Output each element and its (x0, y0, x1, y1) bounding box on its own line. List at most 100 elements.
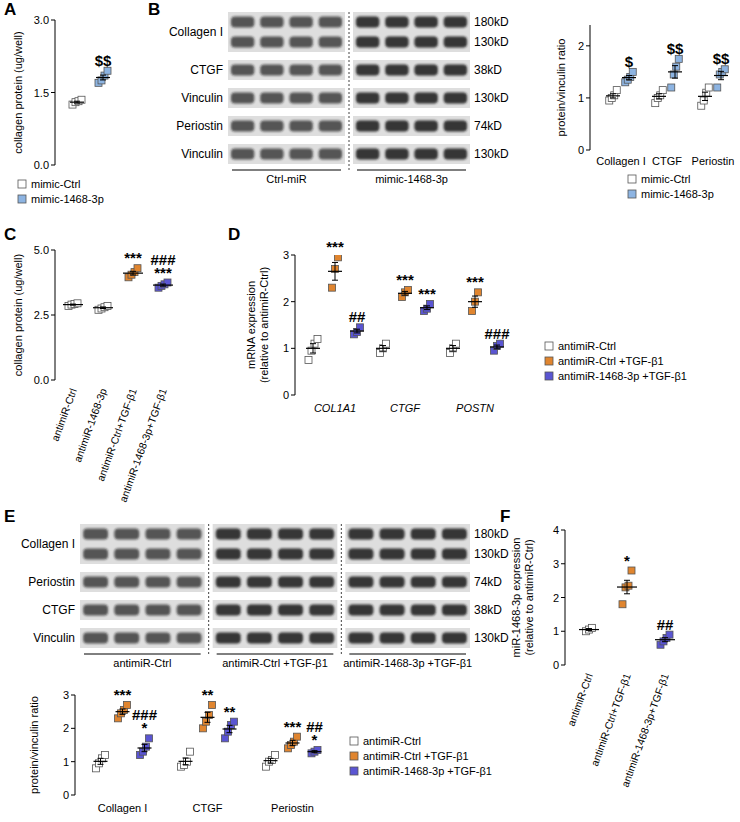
error-bar-cap (332, 262, 338, 263)
band (83, 605, 108, 616)
blot-strip (353, 144, 470, 164)
blot-strip (345, 524, 470, 564)
x-tick-label: antimiR-1468-3p+TGF-β1 (619, 671, 671, 788)
data-point (314, 336, 321, 343)
band (442, 549, 467, 560)
band (356, 121, 379, 132)
x-tick-label: Collagen I (98, 802, 148, 814)
error-bar-stem (613, 94, 614, 98)
legend-label: antimiR-Ctrl +TGF-β1 (558, 355, 664, 367)
data-point (187, 748, 194, 755)
error-bar-cap (100, 308, 106, 309)
band (231, 65, 254, 76)
y-tick (561, 597, 565, 598)
band (83, 529, 108, 540)
legend-swatch (545, 372, 553, 380)
error-bar-stem (427, 306, 428, 310)
y-tick-label: 2 (63, 722, 69, 734)
error-bar-cap (130, 274, 136, 275)
band (380, 577, 405, 588)
error-bar-cap (494, 345, 500, 346)
y-tick-label: 3 (283, 249, 289, 261)
error-bar-cap (100, 79, 106, 80)
chart: 0.01.53.0collagen protein (ug/well)$$mim… (12, 14, 112, 205)
y-tick (561, 563, 565, 564)
mean-line (63, 304, 83, 305)
band (444, 37, 467, 48)
y-tick (51, 315, 55, 316)
band (319, 149, 342, 160)
band (83, 577, 108, 588)
band (278, 549, 303, 560)
band (145, 549, 170, 560)
error-bar-cap (586, 628, 592, 629)
y-tick (561, 665, 565, 666)
group-label: antimiR-Ctrl (113, 657, 171, 669)
x-tick-label: antimiR-Ctrl (565, 672, 595, 728)
error-bar-stem (665, 638, 666, 642)
band (444, 93, 467, 104)
band (348, 549, 373, 560)
y-axis-label: protein/vinculin ratio (555, 39, 567, 137)
band (319, 121, 342, 132)
band (414, 37, 437, 48)
chart: 01234miR-1468-3p expression(relative to … (510, 524, 675, 789)
legend: mimic-Ctrlmimic-1468-3p (18, 178, 104, 205)
western-blot: 180kD130kDCollagen I38kDCTGF130kDVinculi… (169, 12, 509, 185)
y-axis-label: collagen protein (ug/well) (12, 31, 24, 153)
error-bar (70, 304, 76, 305)
error-bar (120, 709, 126, 714)
error-bar-cap (120, 709, 126, 710)
y-tick-label: 2 (283, 296, 289, 308)
y-tick-label: 0 (283, 389, 289, 401)
band (444, 149, 467, 160)
group-divider (341, 524, 342, 654)
band (289, 17, 312, 28)
error-bar-cap (610, 97, 616, 98)
error-bar (227, 725, 233, 732)
error-bar-cap (183, 764, 189, 765)
y-tick-label: 1 (63, 756, 69, 768)
y-tick (71, 761, 75, 762)
blot-strip (345, 600, 470, 620)
data-point (335, 255, 342, 261)
kd-label: 130kD (474, 91, 509, 105)
significance-label: *** (284, 718, 302, 735)
error-bar-cap (424, 309, 430, 310)
error-bar-cap (290, 740, 296, 741)
group-underline (349, 654, 466, 655)
legend-label: antimiR-Ctrl (558, 340, 616, 352)
data-point (305, 357, 312, 364)
error-bar-cap (402, 295, 408, 296)
band (83, 549, 108, 560)
mean-line (93, 307, 113, 308)
error-bar-cap (70, 305, 76, 306)
error-bar (450, 346, 456, 352)
legend-swatch (350, 752, 358, 760)
data-point (625, 582, 632, 589)
band (309, 633, 334, 644)
protein-label: Vinculin (181, 147, 223, 161)
band (356, 65, 379, 76)
kd-label: 38kD (474, 63, 502, 77)
significance-label: * (312, 731, 318, 748)
band (411, 605, 436, 616)
error-bar-cap (160, 286, 166, 287)
band (414, 149, 437, 160)
y-tick (71, 728, 75, 729)
error-bar-cap (624, 593, 630, 594)
band (260, 65, 283, 76)
x-tick-label: CTGF (193, 802, 223, 814)
error-bar (312, 751, 318, 753)
band (231, 121, 254, 132)
blot-strip (228, 88, 345, 108)
plot-area (579, 567, 675, 648)
legend-label: mimic-Ctrl (641, 173, 690, 185)
error-bar (205, 712, 211, 722)
plot-area (93, 702, 322, 772)
error-bar-stem (405, 291, 406, 295)
band (380, 605, 405, 616)
band (289, 37, 312, 48)
error-bar (662, 638, 668, 642)
error-bar-cap (227, 725, 233, 726)
